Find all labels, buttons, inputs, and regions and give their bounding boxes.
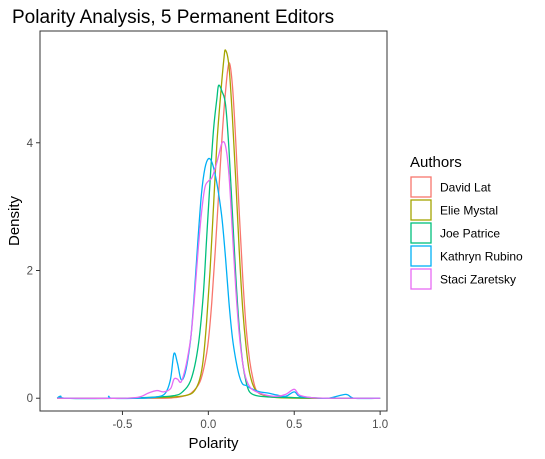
series-line-joe-patrice: [56, 84, 381, 400]
series-line-staci-zaretsky: [57, 141, 381, 399]
x-tick-label: -0.5: [113, 419, 133, 431]
legend-label-staci-zaretsky: Staci Zaretsky: [440, 273, 516, 287]
legend-key-david-lat: [410, 176, 432, 198]
series-line-kathryn-rubino: [56, 157, 381, 400]
y-axis-ticks: 0 2 4: [27, 138, 40, 405]
legend-label-kathryn-rubino: Kathryn Rubino: [440, 250, 523, 264]
legend-label-elie-mystal: Elie Mystal: [440, 204, 498, 218]
x-tick-label: 0.0: [200, 419, 216, 431]
legend-key-staci-zaretsky: [410, 268, 432, 290]
legend-title: Authors: [410, 154, 462, 171]
chart-title: Polarity Analysis, 5 Permanent Editors: [12, 7, 334, 28]
legend: Authors David Lat Elie Mystal Joe Patrice K…: [410, 154, 523, 290]
y-tick-label: 2: [27, 265, 33, 277]
series-layer: [56, 49, 381, 400]
legend-label-david-lat: David Lat: [440, 181, 491, 195]
plot-panel-border: [39, 30, 388, 412]
plot-area: [39, 30, 388, 412]
x-tick-label: 0.5: [286, 419, 302, 431]
legend-key-elie-mystal: [410, 199, 432, 221]
legend-label-joe-patrice: Joe Patrice: [440, 227, 500, 241]
y-tick-label: 4: [27, 138, 34, 150]
y-tick-label: 0: [27, 393, 33, 405]
x-tick-label: 1.0: [372, 419, 388, 431]
legend-key-kathryn-rubino: [410, 245, 432, 267]
series-line-elie-mystal: [57, 49, 381, 399]
legend-key-joe-patrice: [410, 222, 432, 244]
y-axis-title: Density: [6, 195, 23, 246]
x-axis-ticks: -0.5 0.0 0.5 1.0: [113, 411, 388, 431]
x-axis-title: Polarity: [188, 435, 239, 452]
